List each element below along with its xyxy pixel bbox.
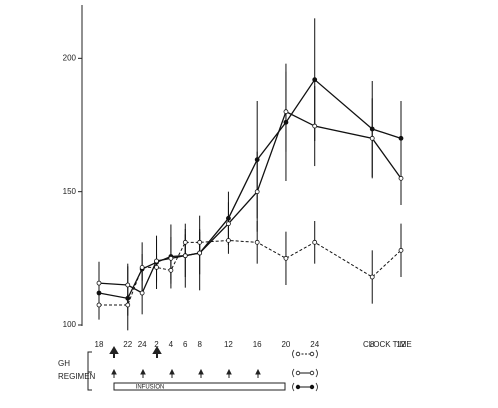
point xyxy=(254,157,260,163)
point xyxy=(139,290,145,296)
legend-marker xyxy=(309,351,315,357)
infusion-label: INFUSION xyxy=(136,385,165,391)
point xyxy=(96,302,102,308)
point xyxy=(312,239,318,245)
point xyxy=(398,247,404,253)
point xyxy=(283,255,289,261)
point xyxy=(168,255,174,261)
point xyxy=(226,215,231,221)
point xyxy=(125,282,131,288)
x-tick-label: 12 xyxy=(224,340,233,349)
x-tick-label: 24 xyxy=(310,340,319,349)
point xyxy=(139,264,145,270)
legend-bracket xyxy=(292,382,318,392)
arrows-row-2 xyxy=(111,368,261,378)
regimen-bracket xyxy=(87,351,92,391)
x-tick-label: 2 xyxy=(154,340,159,349)
point xyxy=(226,238,231,243)
point xyxy=(398,175,404,181)
legend-marker xyxy=(295,370,301,376)
point xyxy=(226,221,231,227)
point xyxy=(283,119,289,125)
legend-marker xyxy=(295,384,301,390)
point xyxy=(154,258,159,264)
point xyxy=(96,290,102,296)
point xyxy=(254,239,260,245)
x-tick-label: 20 xyxy=(281,340,290,349)
point xyxy=(197,239,203,245)
legend-marker xyxy=(309,370,315,376)
point xyxy=(312,77,318,83)
y-tick-label: 100 xyxy=(63,320,77,329)
regimen-arrows xyxy=(109,346,286,391)
series-line xyxy=(99,239,402,306)
point xyxy=(312,123,318,129)
x-tick-label: 6 xyxy=(183,340,188,349)
x-tick-label: 22 xyxy=(123,340,132,349)
regimen-label: GH xyxy=(58,359,70,368)
point xyxy=(369,135,375,141)
x-tick-label: 4 xyxy=(169,340,174,349)
point xyxy=(254,189,260,195)
infusion-bar xyxy=(113,382,286,391)
point xyxy=(125,295,131,301)
point xyxy=(125,302,131,308)
x-tick-label: 24 xyxy=(138,340,147,349)
series-line xyxy=(98,110,402,294)
point xyxy=(168,267,174,273)
legend-bracket xyxy=(292,368,318,378)
bracket xyxy=(87,351,92,391)
point xyxy=(154,264,159,270)
point xyxy=(398,135,404,141)
x-tick-label: 8 xyxy=(197,340,202,349)
point xyxy=(182,253,188,259)
regimen-label: REGIMEN xyxy=(58,372,96,381)
point xyxy=(96,280,102,286)
legend-bracket xyxy=(292,349,318,359)
point xyxy=(182,239,188,245)
y-tick-label: 150 xyxy=(63,187,77,196)
x-tick-label: 8 xyxy=(370,340,375,349)
series-line xyxy=(98,78,402,300)
arrows-row-1 xyxy=(109,346,162,358)
point xyxy=(197,250,203,256)
x-tick-label: 16 xyxy=(253,340,262,349)
point xyxy=(283,109,289,115)
y-tick-label: 200 xyxy=(63,53,77,62)
x-axis-label: CLOCK TIME xyxy=(363,340,412,349)
legend-marker xyxy=(295,351,301,357)
x-tick-label: 18 xyxy=(95,340,104,349)
legend-marker xyxy=(309,384,315,390)
point xyxy=(369,274,375,280)
x-tick-label: 12 xyxy=(397,340,406,349)
point xyxy=(369,126,375,132)
